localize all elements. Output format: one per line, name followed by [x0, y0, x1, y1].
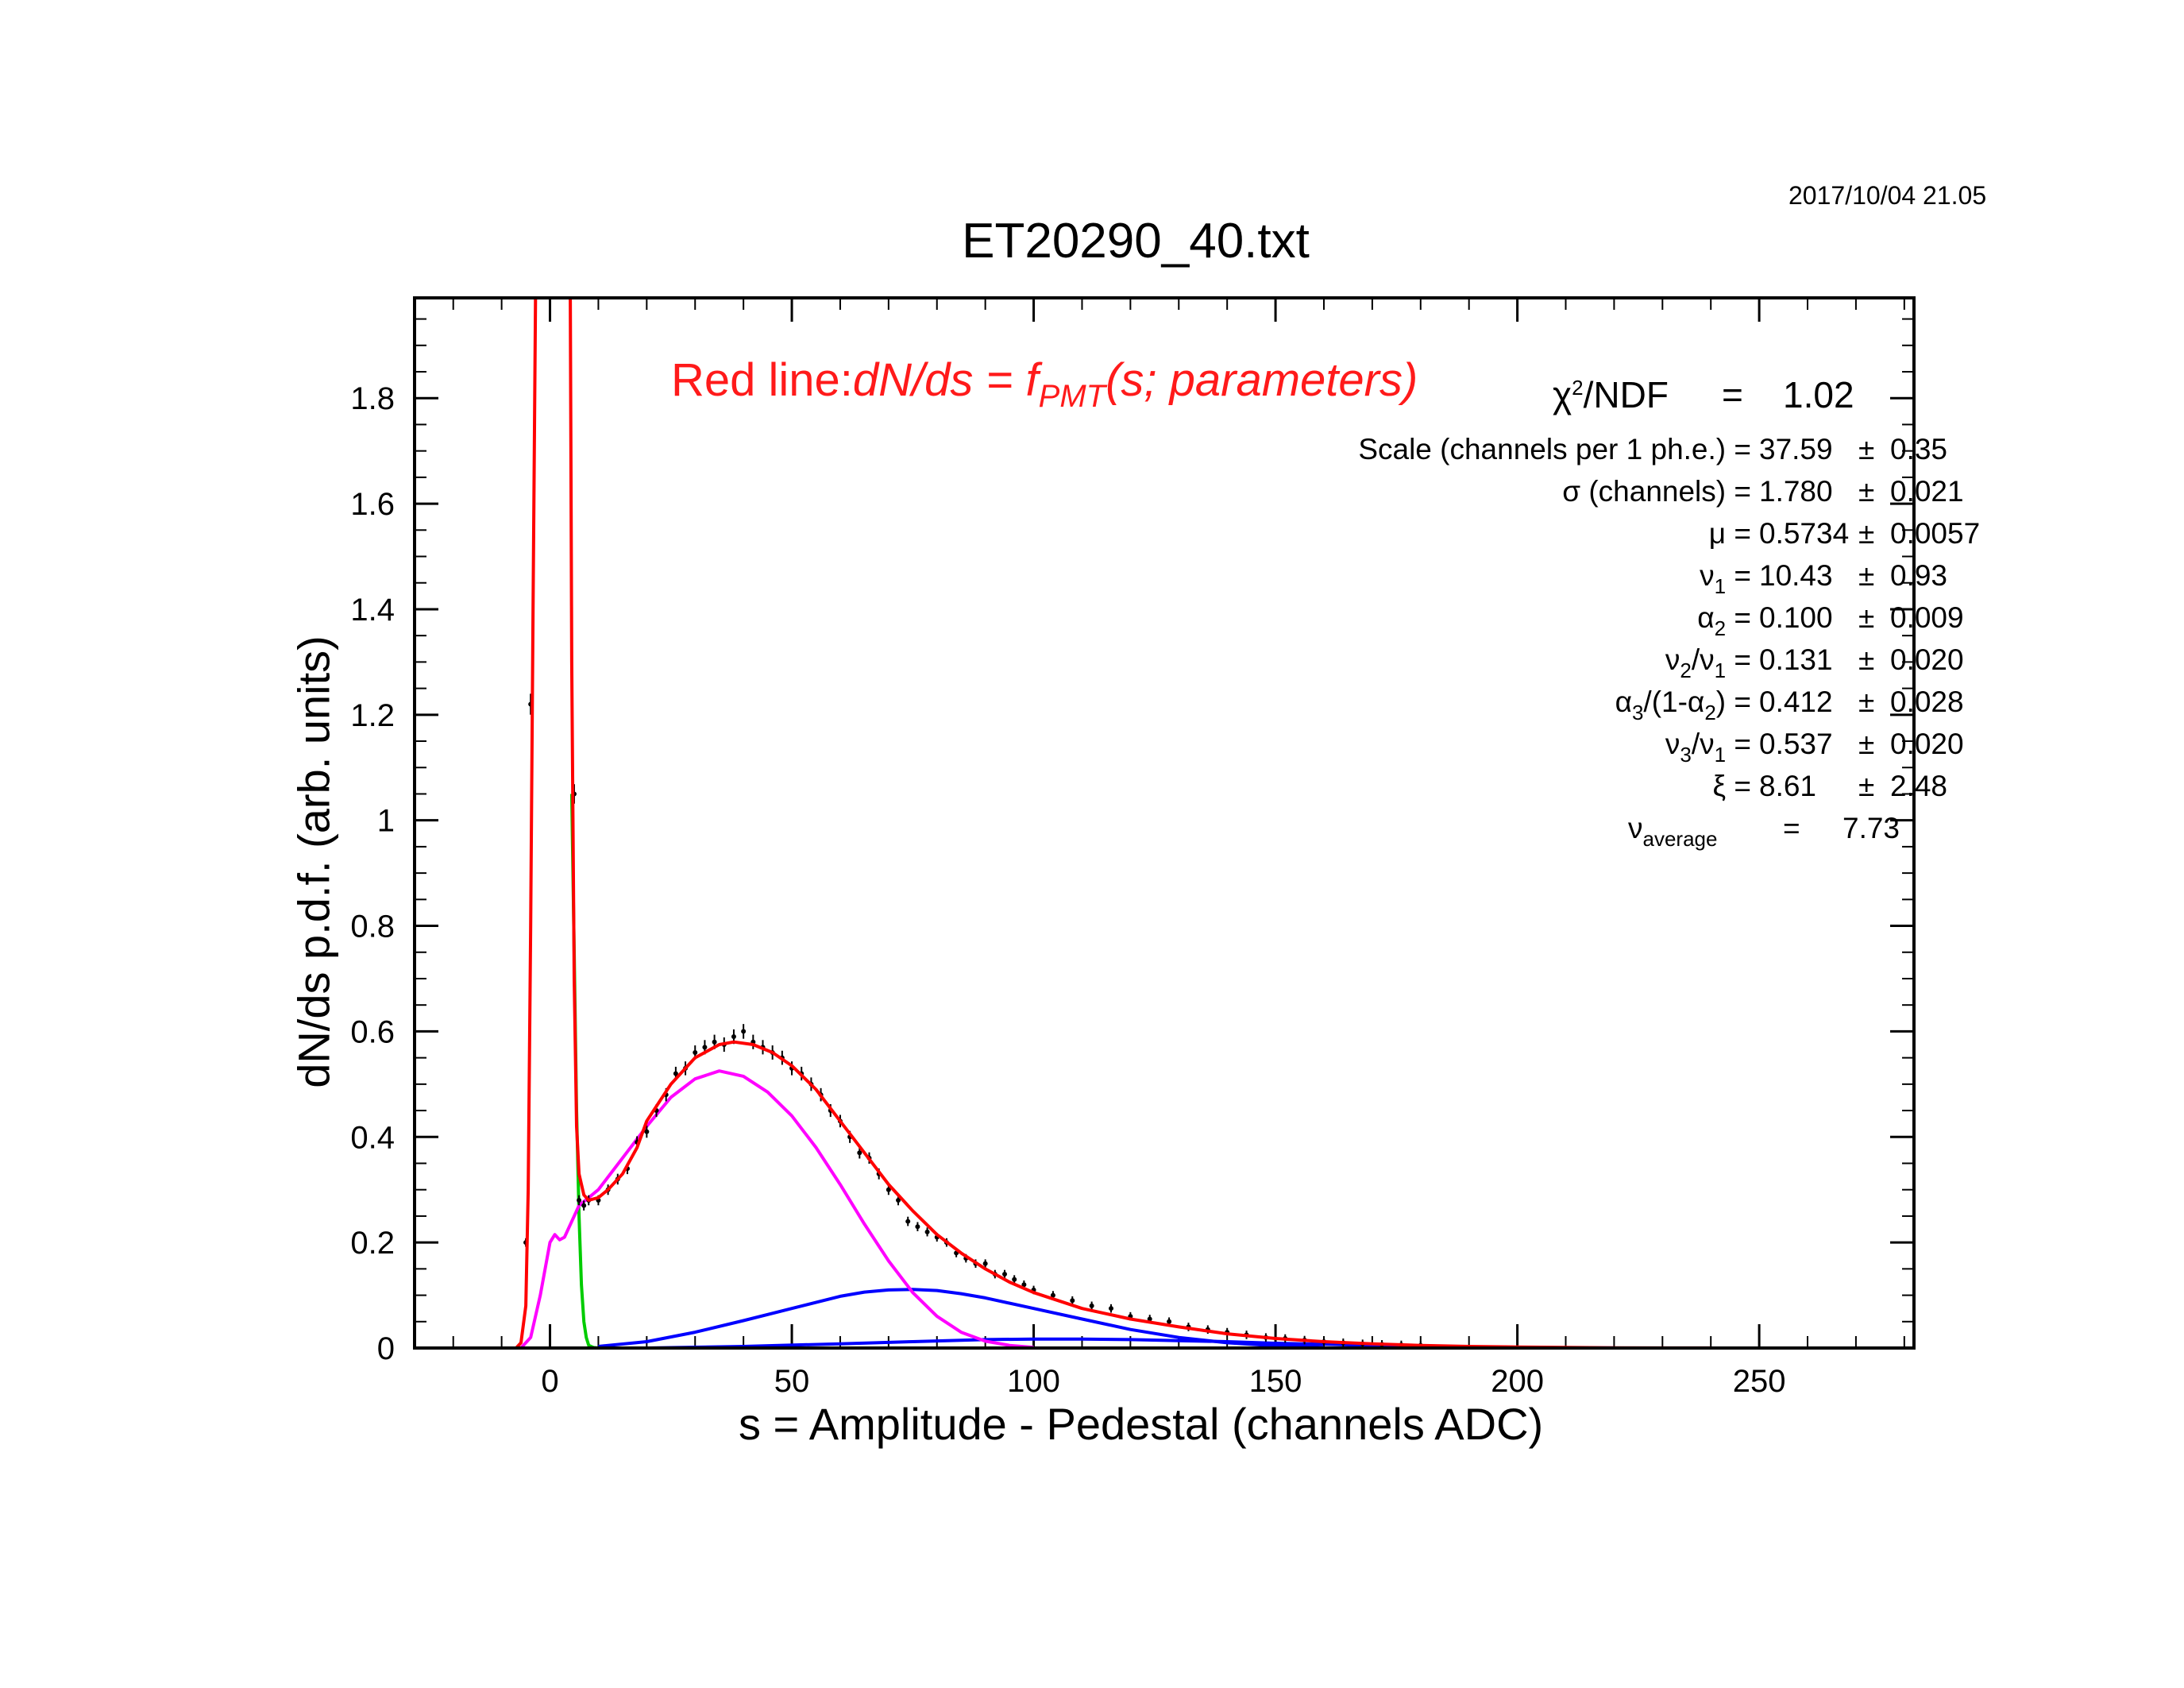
param-plusminus: ±	[1858, 643, 1875, 676]
chi2-label: χ2/NDF	[1553, 374, 1669, 415]
chart-title: ET20290_40.txt	[962, 214, 1310, 268]
param-error: 2.48	[1890, 770, 1948, 802]
data-point	[1070, 1296, 1075, 1305]
x-tick-label: 200	[1491, 1364, 1544, 1399]
chi2-equals: =	[1722, 374, 1743, 415]
data-point	[644, 1125, 650, 1138]
param-plusminus: ±	[1858, 475, 1875, 508]
y-tick-label: 0	[377, 1331, 395, 1366]
param-error: 0.93	[1890, 559, 1948, 592]
fit-function-label: Red line:dN/ds = fPMT(s; parameters)	[671, 353, 1418, 415]
nu-average-label: νaverage	[1628, 812, 1718, 851]
data-point	[1002, 1269, 1008, 1279]
param-value: 0.412	[1759, 686, 1833, 718]
param-value: 8.61	[1759, 770, 1817, 802]
fit-label-formula-sub: PMT	[1038, 379, 1106, 414]
param-error: 0.0057	[1890, 517, 1981, 550]
param-value: 1.780	[1759, 475, 1833, 508]
data-point	[741, 1024, 747, 1039]
plot-frame	[413, 296, 1916, 1350]
series-line-fit	[515, 298, 1711, 1348]
param-error: 0.020	[1890, 728, 1964, 760]
series-line-single-pe	[519, 1069, 1034, 1348]
param-plusminus: ±	[1858, 433, 1875, 465]
chi2-value: 1.02	[1783, 374, 1854, 415]
y-tick-label: 1.6	[350, 487, 395, 522]
x-axis-label: s = Amplitude - Pedestal (channels ADC)	[739, 1399, 1544, 1449]
param-error: 0.021	[1890, 475, 1964, 508]
y-tick-label: 0.2	[350, 1226, 395, 1261]
fit-label-formula-b: (s; parameters)	[1106, 354, 1418, 406]
param-error: 0.009	[1890, 601, 1964, 634]
param-label: ν3/ν1 =	[1665, 728, 1751, 767]
data-point	[1012, 1275, 1017, 1284]
data-point	[982, 1259, 988, 1269]
x-tick-label: 150	[1249, 1364, 1302, 1399]
param-plusminus: ±	[1858, 728, 1875, 760]
y-axis-label: dN/ds p.d.f. (arb. units)	[288, 635, 339, 1088]
series-line-multi-pe-2	[598, 1288, 1325, 1348]
data-point	[581, 1200, 587, 1211]
param-value: 0.5734	[1759, 517, 1850, 550]
param-error: 0.028	[1890, 686, 1964, 718]
nu-average-equals: =	[1783, 812, 1800, 844]
data-point	[905, 1216, 911, 1226]
param-plusminus: ±	[1858, 601, 1875, 634]
param-label: α2 =	[1697, 601, 1751, 640]
data-point	[577, 1195, 582, 1206]
param-error: 0.020	[1890, 643, 1964, 676]
param-plusminus: ±	[1858, 517, 1875, 550]
fit-label-formula-a: dN/ds = f	[852, 354, 1039, 406]
nu-average-value: 7.73	[1843, 812, 1900, 844]
date-stamp: 2017/10/04 21.05	[1788, 181, 1987, 210]
data-point	[915, 1222, 920, 1231]
param-error: 0.35	[1890, 433, 1948, 465]
param-plusminus: ±	[1858, 559, 1875, 592]
param-value: 0.537	[1759, 728, 1833, 760]
param-plusminus: ±	[1858, 686, 1875, 718]
param-label: α3/(1-α2) =	[1615, 686, 1751, 724]
x-tick-label: 50	[774, 1364, 810, 1399]
y-tick-label: 1.2	[350, 698, 395, 733]
data-point	[751, 1034, 756, 1049]
data-point	[1089, 1301, 1094, 1311]
param-label: σ (channels) =	[1562, 475, 1751, 508]
param-label: ξ =	[1712, 770, 1751, 802]
param-plusminus: ±	[1858, 770, 1875, 802]
x-tick-label: 0	[541, 1364, 558, 1399]
y-tick-label: 1.4	[350, 593, 395, 628]
param-value: 0.131	[1759, 643, 1833, 676]
data-point	[1109, 1304, 1114, 1313]
param-label: ν1 =	[1700, 559, 1751, 598]
y-tick-label: 0.8	[350, 910, 395, 944]
series-line-pedestal	[569, 794, 1276, 1348]
fit-label-prefix: Red line:	[671, 354, 853, 406]
param-value: 37.59	[1759, 433, 1833, 465]
y-tick-label: 0.6	[350, 1014, 395, 1049]
x-tick-label: 250	[1733, 1364, 1786, 1399]
param-value: 0.100	[1759, 601, 1833, 634]
y-tick-label: 1	[377, 804, 395, 839]
data-point	[924, 1227, 930, 1237]
x-tick-label: 100	[1007, 1364, 1060, 1399]
y-tick-label: 0.4	[350, 1120, 395, 1155]
y-tick-label: 1.8	[350, 381, 395, 416]
param-label: μ =	[1708, 517, 1751, 550]
param-value: 10.43	[1759, 559, 1833, 592]
param-label: ν2/ν1 =	[1665, 643, 1751, 682]
param-label: Scale (channels per 1 ph.e.) =	[1358, 433, 1751, 465]
